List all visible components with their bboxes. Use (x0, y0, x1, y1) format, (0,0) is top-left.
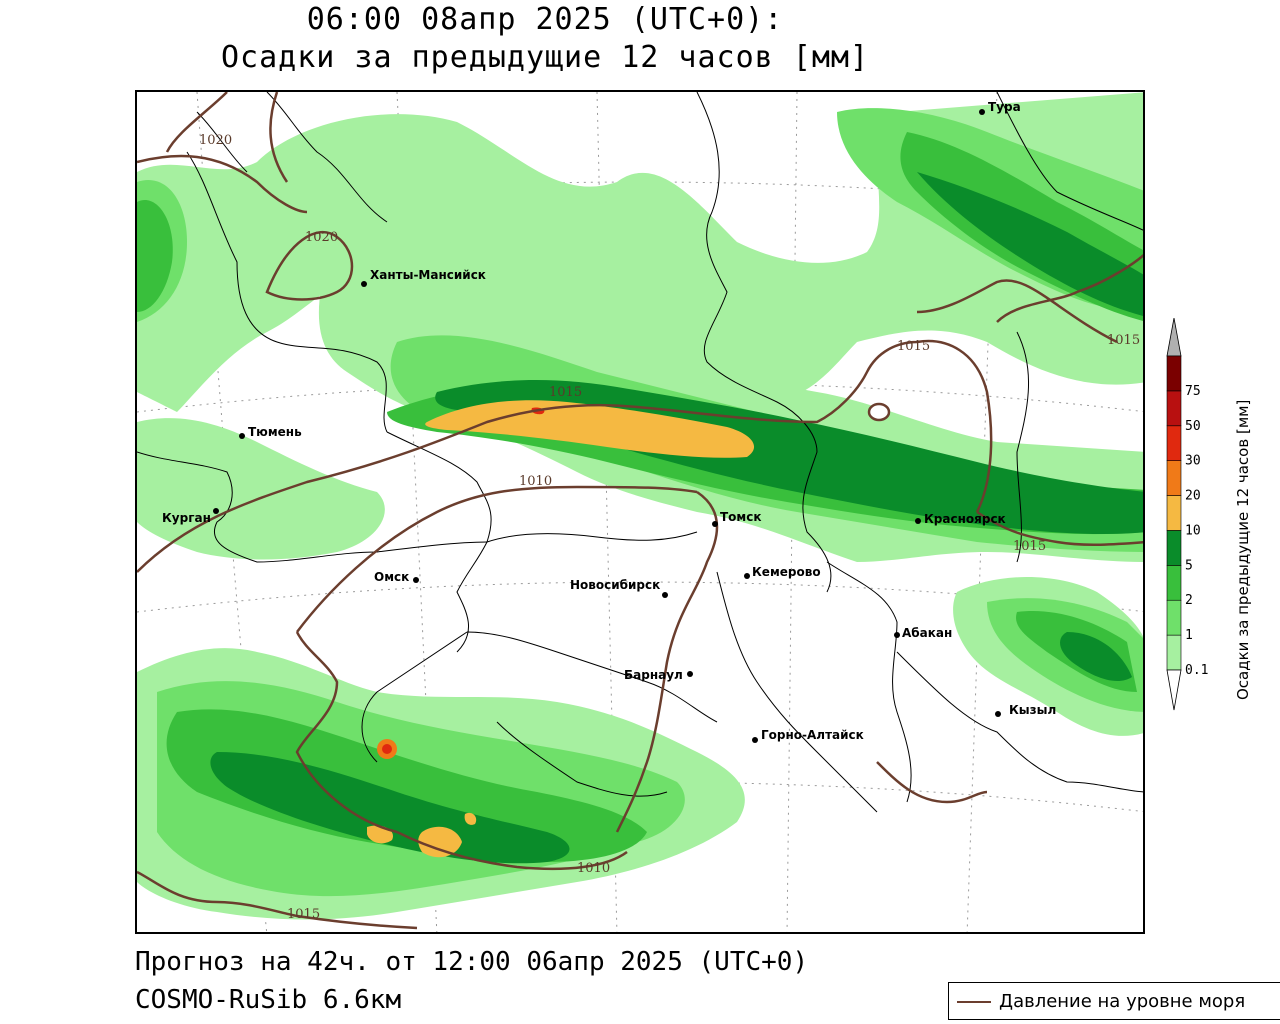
city-label-novosibirsk: Новосибирск (570, 578, 660, 592)
legend-color-box (1166, 355, 1182, 392)
legend-tick-label: 30 (1185, 454, 1201, 469)
legend-color-box (1166, 495, 1182, 531)
model-name: COSMO-RuSib 6.6км (135, 985, 402, 1015)
legend-tick-labels: 0.1 1 2 5 10 20 30 50 75 (1185, 384, 1208, 678)
city-label-barnaul: Барнаул (624, 668, 683, 682)
legend-title: Осадки за предыдущие 12 часов [мм] (1234, 399, 1252, 700)
city-label-abakan: Абакан (902, 626, 952, 640)
legend-color-box (1166, 634, 1182, 671)
city-dot (995, 711, 1001, 717)
pressure-key: Давление на уровне моря (948, 982, 1280, 1020)
city-label-tomsk: Томск (720, 510, 762, 524)
city-dot (744, 573, 750, 579)
city-dot (239, 433, 245, 439)
legend-top-arrow (1166, 318, 1182, 357)
legend-color-box (1166, 460, 1182, 496)
isobar-label: 1015 (287, 907, 320, 922)
city-dot (213, 508, 219, 514)
city-dot (361, 281, 367, 287)
legend-color-box (1166, 390, 1182, 427)
city-label-tura: Тура (988, 100, 1021, 114)
isobar-label: 1015 (549, 385, 582, 400)
city-label-kemerovo: Кемерово (752, 565, 821, 579)
isobar-label: 1020 (305, 230, 338, 245)
pressure-key-label: Давление на уровне моря (999, 991, 1246, 1012)
legend-color-box (1166, 425, 1182, 461)
legend-tick-label: 20 (1185, 489, 1201, 504)
city-dot (687, 671, 693, 677)
city-label-gorno-altaysk: Горно-Алтайск (761, 728, 864, 742)
isobar-label: 1015 (1013, 539, 1046, 554)
precip-10-20mm-areas (367, 400, 755, 858)
city-dot (915, 518, 921, 524)
city-dot (712, 521, 718, 527)
precip-legend-colorbar: 0.1 1 2 5 10 20 30 50 75 (1166, 318, 1208, 711)
map-canvas: 1020 1020 1015 1015 1015 1010 1015 1010 … (137, 92, 1143, 932)
isobars (137, 92, 1143, 930)
isobar-label: 1020 (199, 133, 232, 148)
legend-tick-label: 1 (1185, 628, 1193, 643)
map-title-time: 06:00 08апр 2025 (UTC+0): (306, 2, 784, 37)
city-dot (894, 632, 900, 638)
legend-tick-label: 0.1 (1185, 663, 1208, 678)
city-label-khanty-mansiysk: Ханты-Мансийск (370, 268, 486, 282)
city-dot (662, 592, 668, 598)
admin-borders (137, 92, 1143, 813)
city-dot (752, 737, 758, 743)
city-dot (979, 109, 985, 115)
city-label-kyzyl: Кызыл (1009, 703, 1056, 717)
city-label-omsk: Омск (374, 570, 409, 584)
legend-tick-label: 50 (1185, 419, 1201, 434)
pressure-key-line (957, 1001, 991, 1003)
city-label-kurgan: Курган (162, 511, 211, 525)
legend-tick-label: 10 (1185, 523, 1201, 538)
city-markers: Тура Ханты-Мансийск Тюмень Курган Омск Н… (162, 100, 1056, 743)
isobar-label: 1015 (1107, 333, 1140, 348)
isobar-label: 1010 (577, 861, 610, 876)
isobar-closed-contour (867, 402, 891, 422)
isobar-labels: 1020 1020 1015 1015 1015 1010 1015 1010 … (199, 133, 1140, 922)
legend-tick-label: 75 (1185, 384, 1201, 399)
legend-color-box (1166, 599, 1182, 636)
precipitation-map: 1020 1020 1015 1015 1015 1010 1015 1010 … (135, 90, 1145, 934)
legend-color-box (1166, 565, 1182, 601)
legend-tick-label: 5 (1185, 558, 1193, 573)
legend-bottom-arrow (1166, 669, 1182, 711)
precip-20-30mm-areas (377, 407, 545, 759)
legend-color-box (1166, 530, 1182, 566)
city-label-tyumen: Тюмень (248, 425, 302, 439)
legend-tick-label: 2 (1185, 593, 1193, 608)
isobar-label: 1015 (897, 339, 930, 354)
forecast-info: Прогноз на 42ч. от 12:00 06апр 2025 (UTC… (135, 947, 809, 977)
legend-color-boxes (1166, 355, 1182, 671)
city-label-krasnoyarsk: Красноярск (924, 512, 1006, 526)
isobar-label: 1010 (519, 474, 552, 489)
map-title-variable: Осадки за предыдущие 12 часов [мм] (220, 40, 870, 75)
city-dot (413, 577, 419, 583)
